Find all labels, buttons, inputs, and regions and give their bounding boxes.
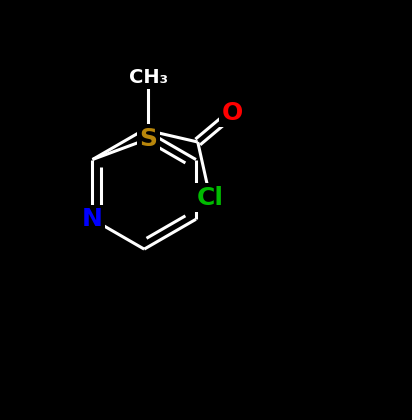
Text: CH₃: CH₃ [129, 68, 168, 87]
Text: S: S [139, 127, 157, 151]
Text: O: O [222, 101, 243, 125]
Text: N: N [82, 207, 103, 231]
Text: Cl: Cl [197, 186, 224, 210]
